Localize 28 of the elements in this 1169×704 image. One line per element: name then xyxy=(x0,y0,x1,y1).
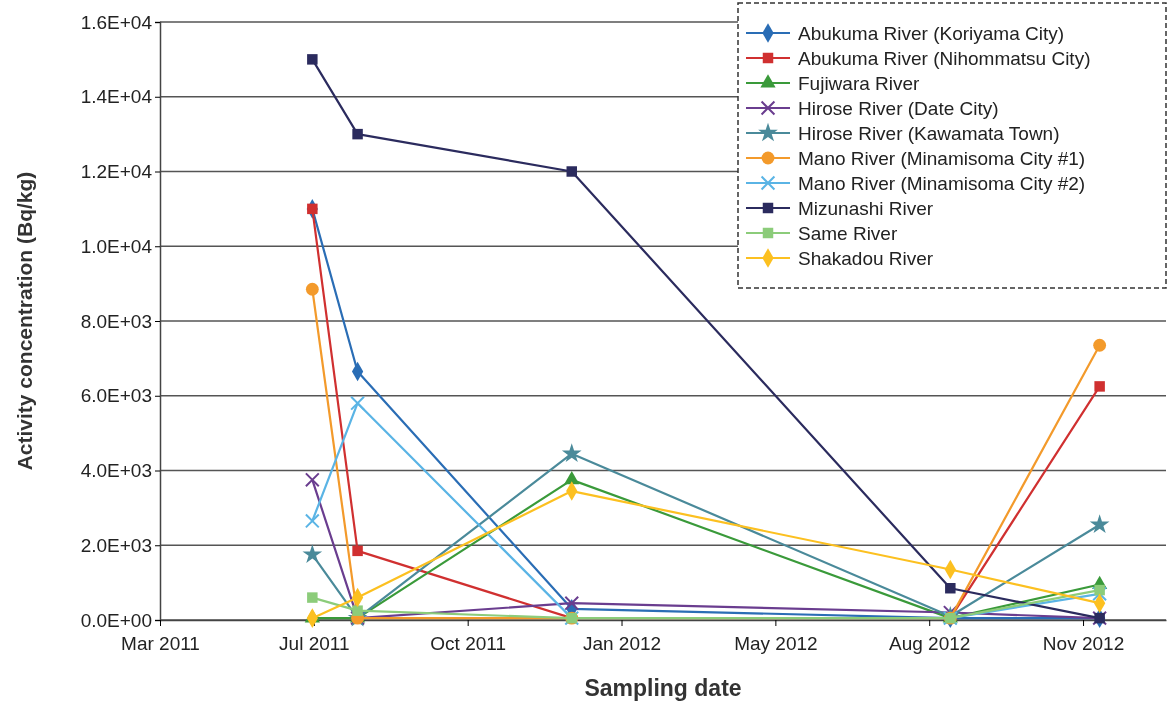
y-tick-label: 1.4E+04 xyxy=(80,86,153,108)
x-tick-label: Jul 2011 xyxy=(279,632,350,654)
legend-label: Mano River (Minamisoma City #1) xyxy=(798,148,1086,169)
y-axis-title: Activity concentration (Bq/kg) xyxy=(13,171,36,471)
y-tick-label: 2.0E+03 xyxy=(80,534,152,556)
legend-label: Hirose River (Date City) xyxy=(798,98,999,119)
y-tick-label: 8.0E+03 xyxy=(80,310,152,332)
legend-label: Same River xyxy=(798,223,898,244)
legend-label: Abukuma River (Koriyama City) xyxy=(798,23,1065,44)
y-tick-label: 1.2E+04 xyxy=(80,161,153,183)
x-axis-title: Sampling date xyxy=(584,675,742,701)
legend-label: Mizunashi River xyxy=(798,198,934,219)
y-tick-label: 4.0E+03 xyxy=(80,460,152,482)
legend-label: Abukuma River (Nihommatsu City) xyxy=(798,48,1091,69)
y-tick-label: 0.0E+00 xyxy=(80,609,152,631)
x-tick-label: Aug 2012 xyxy=(889,632,971,654)
y-tick-label: 6.0E+03 xyxy=(80,385,152,407)
legend-label: Shakadou River xyxy=(798,248,934,269)
legend-label: Hirose River (Kawamata Town) xyxy=(798,123,1060,144)
x-tick-label: Mar 2011 xyxy=(121,632,200,654)
y-tick-label: 1.0E+04 xyxy=(80,235,153,257)
x-tick-label: May 2012 xyxy=(734,632,818,654)
legend-label: Mano River (Minamisoma City #2) xyxy=(798,173,1086,194)
x-tick-label: Nov 2012 xyxy=(1042,632,1125,654)
legend-label: Fujiwara River xyxy=(798,73,921,94)
y-tick-label: 1.6E+04 xyxy=(80,11,153,33)
x-tick-label: Oct 2011 xyxy=(430,632,507,654)
x-tick-label: Jan 2012 xyxy=(582,632,662,654)
